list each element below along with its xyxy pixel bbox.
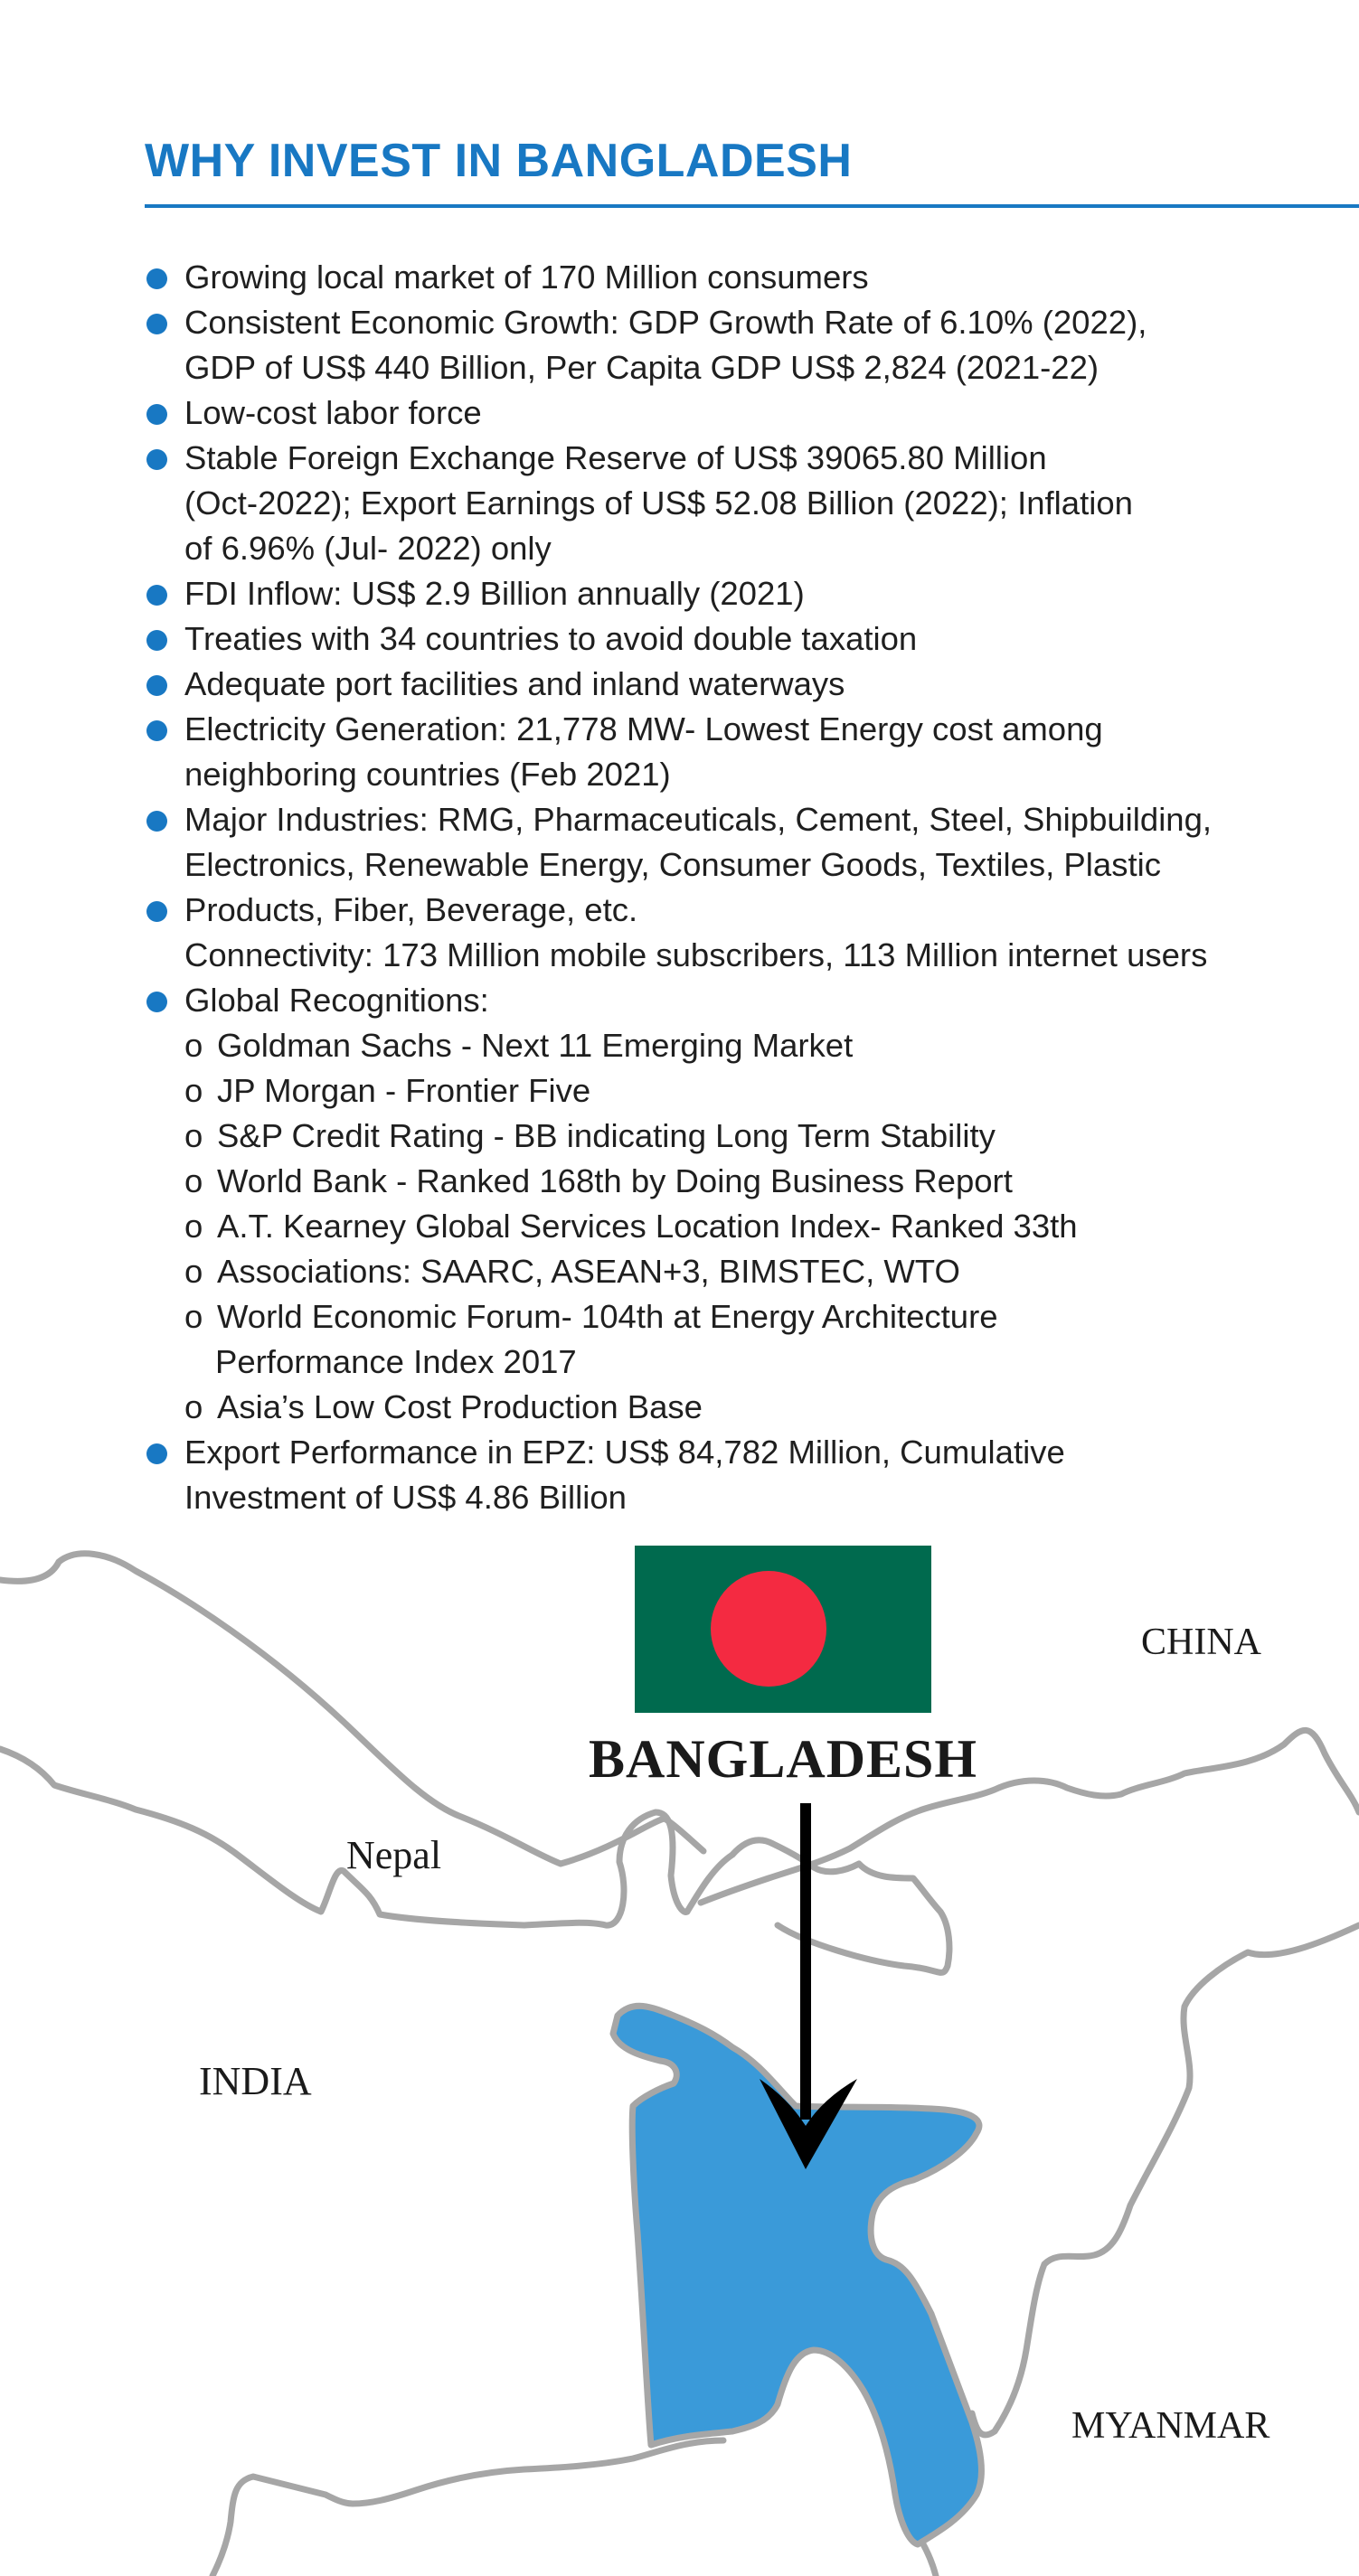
recognition-item: o Asia’s Low Cost Production Base [184, 1388, 703, 1425]
reasons-list: Growing local market of 170 Million cons… [145, 255, 1356, 1520]
title-divider [145, 204, 1359, 208]
bullet-dot-icon [146, 1443, 167, 1464]
bullet-dot-icon [146, 992, 167, 1012]
india-label: INDIA [199, 2059, 312, 2103]
list-item: Electricity Generation: 21,778 MW- Lowes… [145, 707, 1356, 797]
northeast-india-border [968, 1922, 1359, 2439]
bangladesh-shape [609, 2002, 985, 2548]
myanmar-label: MYANMAR [1071, 2405, 1269, 2447]
china-label: CHINA [1141, 1622, 1262, 1663]
bullet-dot-icon [146, 404, 167, 425]
recognition-item: o JP Morgan - Frontier Five [184, 1072, 591, 1109]
bullet-dot-icon [146, 720, 167, 741]
recognition-item: o World Bank - Ranked 168th by Doing Busi… [184, 1162, 1013, 1199]
recognitions-list: o Goldman Sachs - Next 11 Emerging Market… [184, 1023, 1356, 1430]
bullet-dot-icon [146, 675, 167, 696]
list-item: Consistent Economic Growth: GDP Growth R… [145, 300, 1356, 390]
region-map: CHINA BANGLADESH Nepal INDIA MYANMAR [0, 1546, 1359, 2576]
list-item: Products, Fiber, Beverage, etc. Connecti… [145, 888, 1356, 978]
recognition-item: o World Economic Forum- 104th at Energy A… [184, 1298, 998, 1380]
list-item: Export Performance in EPZ: US$ 84,782 Mi… [145, 1430, 1356, 1520]
list-item: Adequate port facilities and inland wate… [145, 662, 1356, 707]
list-item: Global Recognitions: o Goldman Sachs - Ne… [145, 978, 1356, 1430]
page-title: WHY INVEST IN BANGLADESH [145, 135, 853, 187]
recognition-item: o S&P Credit Rating - BB indicating Long … [184, 1117, 996, 1154]
list-item: Growing local market of 170 Million cons… [145, 255, 1356, 300]
bullet-dot-icon [146, 449, 167, 470]
bangladesh-flag-icon [635, 1546, 931, 1713]
bullet-dot-icon [146, 314, 167, 334]
bullet-dot-icon [146, 268, 167, 289]
bhutan-border [684, 1837, 953, 1976]
bullet-dot-icon [146, 811, 167, 832]
nepal-north-border [0, 1550, 707, 1867]
india-south-border [209, 2437, 727, 2576]
down-arrow-icon [760, 1803, 857, 2169]
china-india-border [697, 1726, 1359, 1906]
list-item: Major Industries: RMG, Pharmaceuticals, … [145, 797, 1356, 888]
bullet-dot-icon [146, 901, 167, 922]
bangladesh-label: BANGLADESH [589, 1729, 977, 1789]
bullet-dot-icon [146, 585, 167, 606]
list-item: Low-cost labor force [145, 390, 1356, 436]
list-item: Treaties with 34 countries to avoid doub… [145, 616, 1356, 662]
list-item: Stable Foreign Exchange Reserve of US$ 3… [145, 436, 1356, 571]
recognition-item: o Associations: SAARC, ASEAN+3, BIMSTEC, … [184, 1253, 960, 1290]
list-item: FDI Inflow: US$ 2.9 Billion annually (20… [145, 571, 1356, 616]
bullet-dot-icon [146, 630, 167, 651]
nepal-label: Nepal [346, 1833, 441, 1877]
recognition-item: o Goldman Sachs - Next 11 Emerging Market [184, 1027, 854, 1064]
nepal-south-border [0, 1745, 691, 1929]
recognition-item: o A.T. Kearney Global Services Location I… [184, 1208, 1078, 1245]
